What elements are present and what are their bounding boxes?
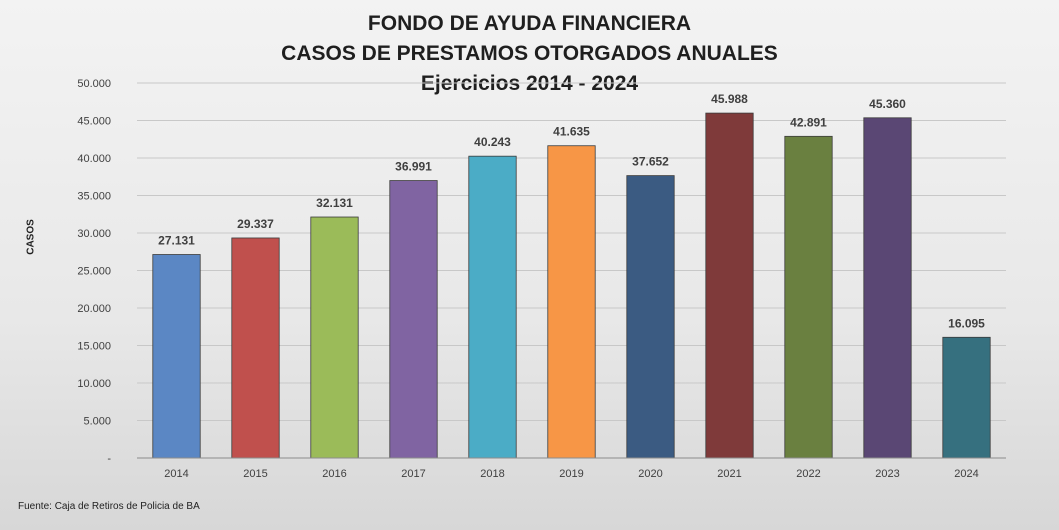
bar-2015 bbox=[231, 237, 280, 459]
x-tick-label: 2016 bbox=[322, 468, 346, 480]
bar-2021 bbox=[705, 112, 754, 459]
y-tick-label: - bbox=[107, 453, 111, 465]
bar-2022 bbox=[784, 135, 833, 459]
data-label: 40.243 bbox=[474, 135, 511, 149]
data-label: 42.891 bbox=[790, 115, 827, 129]
bar-2018 bbox=[468, 155, 517, 459]
y-tick-label: 30.000 bbox=[77, 228, 111, 240]
x-tick-label: 2022 bbox=[796, 468, 820, 480]
x-tick-label: 2024 bbox=[954, 468, 978, 480]
data-label: 36.991 bbox=[395, 160, 432, 174]
data-label: 29.337 bbox=[237, 217, 274, 231]
chart-title-line-1: FONDO DE AYUDA FINANCIERA bbox=[367, 12, 692, 35]
data-label: 32.131 bbox=[316, 196, 353, 210]
bar-2024 bbox=[942, 336, 991, 459]
chart-title-line-2: CASOS DE PRESTAMOS OTORGADOS ANUALES bbox=[281, 42, 778, 65]
y-tick-label: 10.000 bbox=[77, 378, 111, 390]
bar-2020 bbox=[626, 175, 675, 459]
x-tick-label: 2021 bbox=[717, 468, 741, 480]
x-tick-label: 2019 bbox=[559, 468, 583, 480]
data-label: 27.131 bbox=[158, 234, 195, 248]
x-tick-label: 2014 bbox=[164, 468, 188, 480]
y-tick-label: 45.000 bbox=[77, 116, 111, 128]
x-tick-label: 2020 bbox=[638, 468, 662, 480]
y-tick-label: 40.000 bbox=[77, 153, 111, 165]
y-tick-label: 50.000 bbox=[77, 78, 111, 90]
data-label: 16.095 bbox=[948, 316, 985, 330]
data-label: 45.988 bbox=[711, 92, 748, 106]
x-tick-label: 2015 bbox=[243, 468, 267, 480]
source-note: Fuente: Caja de Retiros de Policia de BA bbox=[18, 501, 200, 512]
bar-2014 bbox=[152, 254, 201, 459]
x-tick-label: 2018 bbox=[480, 468, 504, 480]
y-tick-label: 15.000 bbox=[77, 341, 111, 353]
y-tick-label: 20.000 bbox=[77, 303, 111, 315]
x-tick-label: 2017 bbox=[401, 468, 425, 480]
bar-2017 bbox=[389, 180, 438, 459]
data-label: 41.635 bbox=[553, 125, 590, 139]
data-label: 37.652 bbox=[632, 155, 669, 169]
data-label: 45.360 bbox=[869, 97, 906, 111]
bar-2023 bbox=[863, 117, 912, 459]
bar-2019 bbox=[547, 145, 596, 459]
bar-2016 bbox=[310, 216, 359, 459]
y-tick-label: 35.000 bbox=[77, 191, 111, 203]
y-tick-label: 25.000 bbox=[77, 266, 111, 278]
x-tick-label: 2023 bbox=[875, 468, 899, 480]
y-tick-label: 5.000 bbox=[83, 416, 111, 428]
